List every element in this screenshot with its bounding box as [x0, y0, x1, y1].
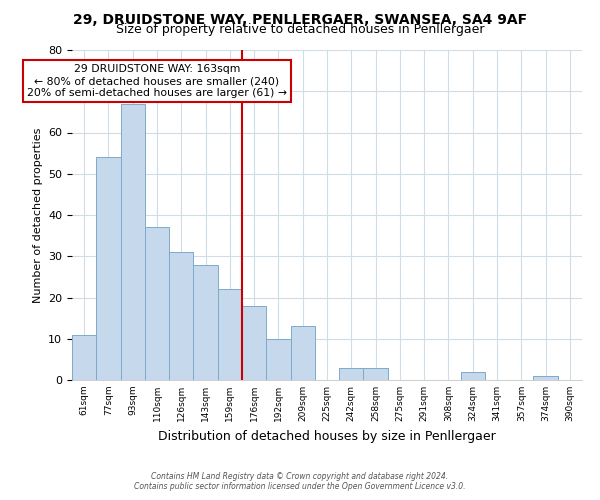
- Bar: [218, 289, 242, 380]
- Bar: [461, 372, 485, 380]
- Text: Contains HM Land Registry data © Crown copyright and database right 2024.
Contai: Contains HM Land Registry data © Crown c…: [134, 472, 466, 491]
- Text: 29 DRUIDSTONE WAY: 163sqm
← 80% of detached houses are smaller (240)
20% of semi: 29 DRUIDSTONE WAY: 163sqm ← 80% of detac…: [27, 64, 287, 98]
- Bar: [145, 228, 169, 380]
- Y-axis label: Number of detached properties: Number of detached properties: [32, 128, 43, 302]
- Bar: [72, 334, 96, 380]
- Bar: [96, 157, 121, 380]
- Bar: [364, 368, 388, 380]
- Bar: [290, 326, 315, 380]
- Bar: [169, 252, 193, 380]
- Bar: [266, 339, 290, 380]
- X-axis label: Distribution of detached houses by size in Penllergaer: Distribution of detached houses by size …: [158, 430, 496, 442]
- Bar: [533, 376, 558, 380]
- Text: Size of property relative to detached houses in Penllergaer: Size of property relative to detached ho…: [116, 22, 484, 36]
- Bar: [193, 264, 218, 380]
- Bar: [242, 306, 266, 380]
- Bar: [339, 368, 364, 380]
- Bar: [121, 104, 145, 380]
- Text: 29, DRUIDSTONE WAY, PENLLERGAER, SWANSEA, SA4 9AF: 29, DRUIDSTONE WAY, PENLLERGAER, SWANSEA…: [73, 12, 527, 26]
